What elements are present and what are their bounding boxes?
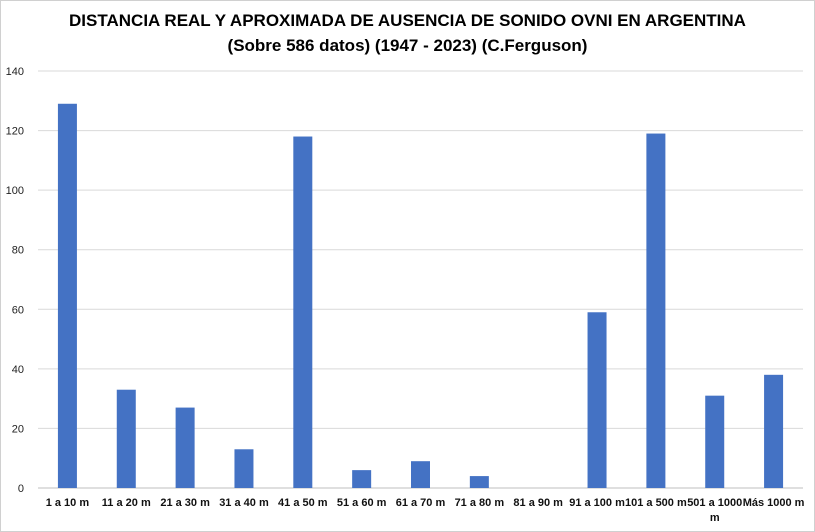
bar <box>234 449 254 488</box>
bar <box>411 461 430 488</box>
y-tick-label: 80 <box>12 245 24 257</box>
x-tick-label: 91 a 100 m <box>569 497 625 509</box>
bar <box>587 312 607 488</box>
bar <box>116 389 136 488</box>
y-tick-label: 20 <box>12 423 24 435</box>
y-tick-label: 0 <box>18 483 24 495</box>
x-tick-label: 501 a 1000 m <box>687 497 742 524</box>
y-tick-label: 120 <box>6 126 24 138</box>
bar <box>646 133 666 489</box>
y-tick-label: 100 <box>6 185 24 197</box>
bar <box>469 476 489 488</box>
bar <box>175 407 195 488</box>
gridlines <box>38 70 803 489</box>
y-tick-label: 60 <box>12 304 24 316</box>
y-tick-label: 140 <box>6 66 24 78</box>
bar <box>57 103 77 488</box>
chart-title: DISTANCIA REAL Y APROXIMADA DE AUSENCIA … <box>69 11 746 30</box>
x-axis: 1 a 10 m 11 a 20 m 21 a 30 m 31 a 40 m 41 a … <box>46 497 805 524</box>
y-tick-label: 40 <box>12 364 24 376</box>
x-tick-label: 31 a 40 m <box>219 497 269 509</box>
x-tick-label: Más 1000 m <box>743 497 805 509</box>
x-tick-label: 81 a 90 m <box>513 497 563 509</box>
x-tick-label: 61 a 70 m <box>396 497 446 509</box>
bars <box>57 103 784 489</box>
y-axis: 0 20 40 60 80 100 120 140 <box>6 66 24 495</box>
x-tick-label: 21 a 30 m <box>160 497 210 509</box>
bar <box>293 136 313 488</box>
x-tick-label: 51 a 60 m <box>337 497 387 509</box>
x-tick-label: 71 a 80 m <box>455 497 505 509</box>
chart-subtitle: (Sobre 586 datos) (1947 - 2023) (C.Fergu… <box>227 36 588 55</box>
bar <box>764 374 784 488</box>
x-tick-label: 1 a 10 m <box>46 497 90 509</box>
bar <box>352 470 372 488</box>
bar <box>705 395 725 488</box>
x-tick-label: 11 a 20 m <box>102 497 151 509</box>
x-tick-label: 41 a 50 m <box>278 497 328 509</box>
x-tick-label: 101 a 500 m <box>625 497 687 509</box>
